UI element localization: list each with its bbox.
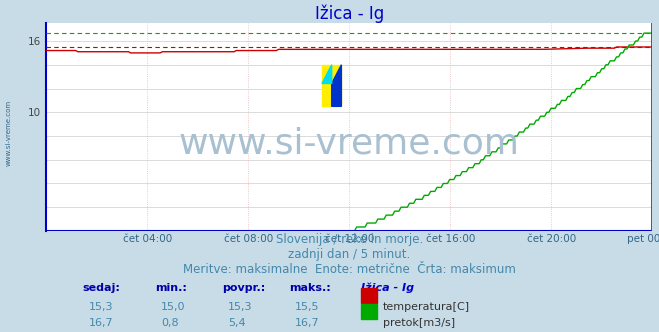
Text: min.:: min.: [156, 283, 187, 293]
Polygon shape [331, 65, 341, 106]
Text: 15,5: 15,5 [295, 302, 319, 312]
Bar [322, 65, 341, 106]
Text: Ižica - Ig: Ižica - Ig [361, 283, 415, 293]
Title: Ižica - Ig: Ižica - Ig [314, 5, 384, 23]
Text: 16,7: 16,7 [88, 318, 113, 328]
Bar [361, 288, 376, 303]
Text: zadnji dan / 5 minut.: zadnji dan / 5 minut. [288, 248, 411, 261]
Text: povpr.:: povpr.: [222, 283, 265, 293]
Text: 16,7: 16,7 [295, 318, 320, 328]
Text: 15,3: 15,3 [88, 302, 113, 312]
Text: Slovenija / reke in morje.: Slovenija / reke in morje. [275, 233, 423, 246]
Text: www.si-vreme.com: www.si-vreme.com [179, 127, 520, 161]
Text: sedaj:: sedaj: [82, 283, 121, 293]
Text: www.si-vreme.com: www.si-vreme.com [5, 100, 11, 166]
Text: Meritve: maksimalne  Enote: metrične  Črta: maksimum: Meritve: maksimalne Enote: metrične Črta… [183, 263, 516, 276]
Text: maks.:: maks.: [289, 283, 330, 293]
Polygon shape [322, 65, 331, 83]
Text: 15,0: 15,0 [161, 302, 186, 312]
Text: 5,4: 5,4 [228, 318, 246, 328]
Text: pretok[m3/s]: pretok[m3/s] [383, 318, 455, 328]
Text: temperatura[C]: temperatura[C] [383, 302, 470, 312]
Text: 0,8: 0,8 [161, 318, 179, 328]
Bar [361, 304, 376, 319]
Text: 15,3: 15,3 [228, 302, 252, 312]
